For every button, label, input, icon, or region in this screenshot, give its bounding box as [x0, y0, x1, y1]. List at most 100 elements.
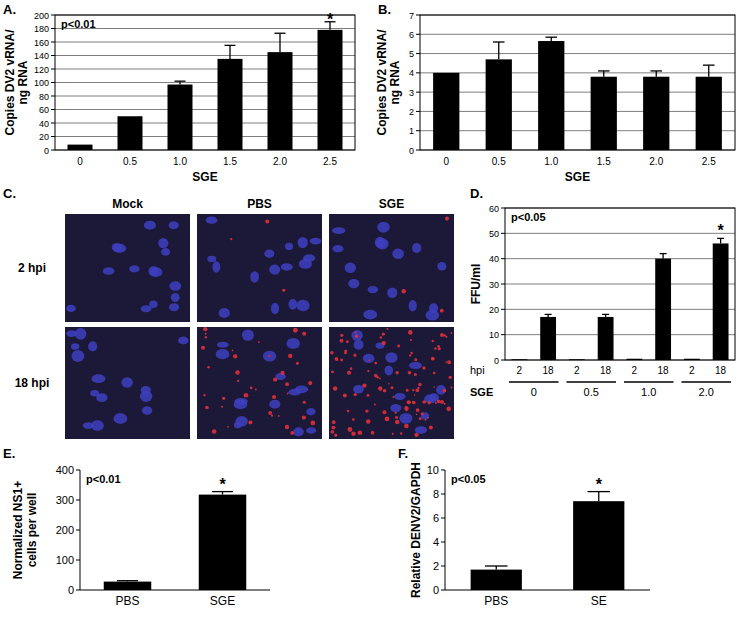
error-stem	[662, 254, 663, 259]
x-tick-label: 2	[517, 365, 523, 376]
error-stem	[708, 65, 709, 77]
error-bar	[545, 37, 557, 41]
bar	[68, 145, 93, 150]
x-tick-label: SGE	[210, 594, 235, 608]
stain-dot	[425, 419, 427, 421]
nucleus	[399, 413, 412, 424]
grid-line	[420, 34, 735, 35]
y-axis-label: FFU/ml	[469, 264, 483, 305]
y-axis-label: Relative DENV2/GAPDH	[409, 462, 423, 598]
p-value: p<0.05	[451, 473, 486, 485]
bar	[540, 317, 556, 360]
nucleus	[71, 350, 84, 362]
y-tick-label: 0	[494, 356, 499, 366]
nucleus	[88, 341, 97, 351]
micrograph-bg	[65, 214, 190, 322]
stain-dot	[395, 420, 400, 425]
error-stem	[603, 71, 604, 77]
stain-dot	[233, 354, 237, 358]
stain-dot	[237, 380, 239, 382]
y-tick-label: 60	[39, 105, 49, 115]
micrograph-bg	[329, 214, 454, 322]
grid-line	[420, 92, 735, 93]
stain-dot	[392, 433, 394, 435]
panel-label: A.	[3, 2, 16, 17]
bars	[104, 492, 247, 590]
stain-dot	[380, 336, 383, 339]
x-tick-label: PBS	[115, 594, 139, 608]
y-tick-label: 0	[409, 146, 414, 156]
x-axis-label: SGE	[565, 170, 590, 184]
stain-dot	[422, 400, 426, 404]
nucleus	[332, 245, 343, 252]
stain-dot	[412, 401, 415, 404]
nucleus	[390, 404, 401, 412]
y-tick-label: 20	[39, 132, 49, 142]
stain-dot	[434, 347, 436, 349]
panel: D.0102030405060218218218218hpiSGE00.51.0…	[469, 186, 735, 398]
error-bar	[650, 71, 662, 77]
group-label: 2.0	[699, 386, 714, 398]
stain-dot	[344, 352, 347, 355]
nucleus	[409, 300, 417, 311]
nucleus	[169, 221, 179, 229]
y-tick	[441, 470, 445, 471]
nucleus	[264, 249, 274, 257]
y-tick-label: 120	[34, 65, 49, 75]
nucleus	[296, 300, 309, 311]
stain-dot	[414, 358, 417, 361]
micrograph	[329, 327, 454, 439]
stain-dot	[303, 401, 306, 404]
p-value: p<0.01	[61, 18, 96, 30]
x-tick-label: 2	[689, 365, 695, 376]
y-axis-label: Copies DV2 vRNA/	[375, 29, 389, 136]
stain-dot	[205, 333, 207, 335]
x-axis-label: SGE	[192, 170, 217, 184]
stain-dot	[427, 417, 429, 419]
nucleus	[271, 303, 279, 314]
y-tick-label: 5	[409, 49, 414, 59]
nucleus	[234, 422, 242, 429]
stain-dot	[293, 328, 298, 333]
y-tick-label: 100	[34, 78, 49, 88]
stain-dot	[382, 410, 386, 414]
x-tick-label: 2	[574, 365, 580, 376]
stain-dot	[431, 357, 435, 361]
stain-dot	[433, 372, 436, 375]
category-row-label: hpi	[470, 364, 485, 376]
nucleus	[409, 362, 422, 369]
x-tick-label: 2.5	[323, 156, 337, 167]
column-label: SGE	[379, 197, 404, 211]
y-tick	[501, 284, 505, 285]
error-stem	[656, 71, 657, 77]
nucleus	[385, 352, 397, 363]
y-tick	[501, 233, 505, 234]
x-tick-label: 2.0	[273, 156, 287, 167]
bar	[104, 582, 152, 590]
y-tick	[51, 15, 55, 16]
error-stem	[279, 33, 280, 52]
y-tick-label: 50	[489, 229, 499, 239]
y-tick-label: 300	[56, 494, 74, 506]
bar	[696, 77, 722, 150]
y-tick-label: 4	[409, 68, 414, 78]
stain-dot	[400, 432, 403, 435]
micrograph	[197, 214, 322, 322]
stain-dot	[347, 410, 350, 413]
micrograph-bg	[197, 327, 322, 439]
stain-dot	[350, 367, 353, 370]
y-tick-label: 20	[489, 305, 499, 315]
nucleus	[161, 248, 170, 256]
nucleus	[354, 340, 364, 350]
nucleus	[310, 238, 322, 245]
stain-dot	[258, 341, 260, 343]
stain-dot	[448, 376, 451, 379]
stain-dot	[212, 429, 217, 434]
bar	[643, 77, 669, 150]
error-bar	[275, 33, 286, 52]
panel: E.0100200300400PBSSGENormalized NS1+cell…	[3, 446, 270, 608]
stain-dot	[385, 417, 390, 422]
nucleus	[216, 349, 230, 359]
y-tick	[501, 309, 505, 310]
stain-dot	[367, 394, 370, 397]
